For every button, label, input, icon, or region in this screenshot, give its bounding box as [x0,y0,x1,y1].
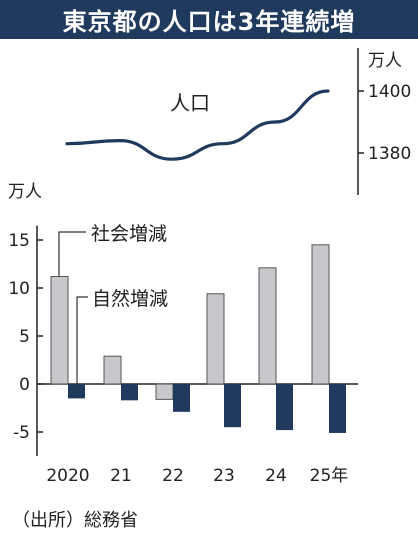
x-tick-label: 2020 [46,466,89,486]
x-tick-label: 21 [110,466,132,486]
x-tick-label: 23 [213,466,235,486]
bar-social [258,267,277,385]
line-y-tick-label: 1400 [368,82,411,102]
bar-y-tick-label: 5 [19,327,30,347]
bar-y-tick-label: -5 [13,423,30,443]
bar-social [103,355,122,385]
bar-natural [329,384,346,433]
bar-social [311,244,330,385]
chart-title: 東京都の人口は3年連続増 [62,8,356,36]
bar-social [155,383,174,400]
population-line [65,89,330,161]
bar-y-tick-label: 10 [8,279,30,299]
bar-natural [121,384,138,401]
x-tick-label: 22 [162,466,184,486]
bar-y-tick-label: 15 [8,231,30,251]
bar-unit-label: 万人 [8,182,42,202]
bar-y-tick-label: 0 [19,375,30,395]
line-unit-label: 万人 [368,51,402,71]
legend-leader-social [58,231,86,277]
bar-natural [173,384,190,412]
title-bar: 東京都の人口は3年連続増 [0,0,418,39]
line-y-tick-label: 1380 [368,144,411,164]
bar-natural [68,384,85,399]
legend-social-label: 社会増減 [91,223,167,245]
legend-natural-label: 自然増減 [92,288,168,310]
source-note: （出所）総務省 [12,510,138,531]
bar-natural [224,384,241,428]
bar-social [206,293,225,385]
legend-leader-natural [76,296,88,386]
bar-natural [276,384,293,431]
population-series-label: 人口 [170,91,210,115]
x-tick-label: 24 [265,466,287,486]
x-tick-label: 25年 [310,466,349,486]
bar-social [50,275,69,385]
